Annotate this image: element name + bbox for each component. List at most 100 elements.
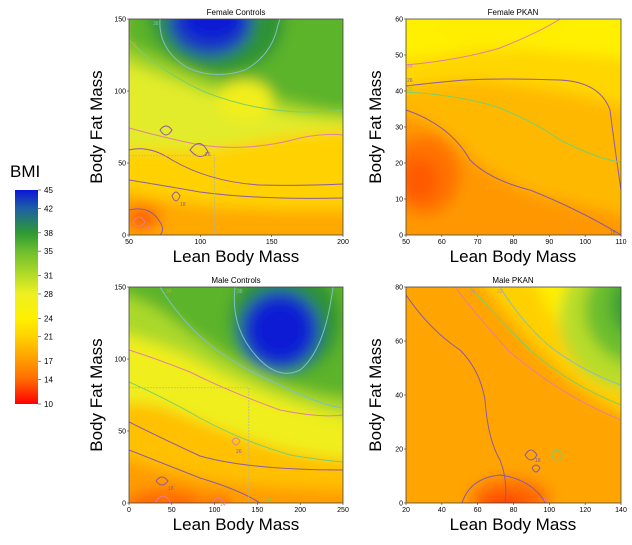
y-tick-label: 30	[395, 125, 403, 132]
contour-line	[406, 294, 507, 503]
colorbar-tick-label: 31	[44, 272, 53, 281]
plot-frame	[128, 286, 344, 504]
contour-label: 26	[470, 289, 476, 295]
contour-line	[531, 464, 541, 473]
y-tick-label: 40	[395, 89, 403, 96]
x-axis-label: Lean Body Mass	[450, 247, 577, 266]
x-tick-label: 50	[402, 239, 410, 246]
contour-line	[189, 143, 209, 157]
contour-label: 22	[266, 497, 272, 503]
x-tick-label: 60	[438, 239, 446, 246]
contour-label: 16	[610, 230, 616, 236]
contour-line	[129, 381, 343, 463]
contour-line	[159, 287, 343, 409]
contour-label: 14	[144, 226, 150, 232]
contour-line	[129, 421, 343, 471]
x-tick-label: 100	[543, 507, 555, 514]
heatmap-surface	[129, 287, 343, 503]
y-tick-label: 100	[114, 89, 126, 96]
contour-label: 18	[568, 230, 574, 236]
contour-label: 38	[237, 289, 243, 295]
contour-line	[171, 191, 181, 202]
x-axis-label: Lean Body Mass	[173, 247, 300, 266]
y-axis-label: Body Fat Mass	[87, 338, 106, 451]
x-tick-label: 80	[510, 239, 518, 246]
contour-line	[129, 39, 343, 113]
colorbar-tick-label: 21	[44, 333, 53, 342]
contour-line	[129, 148, 343, 186]
colorbar-bar	[15, 190, 38, 404]
x-axis-label: Lean Body Mass	[450, 515, 577, 534]
x-tick-label: 0	[127, 507, 131, 514]
heatmap-surface	[129, 19, 343, 235]
contour-line	[233, 287, 334, 374]
colorbar-ticks: 45 42 38 35 31 28 24 21 17 14 10	[38, 186, 53, 409]
contour-line	[231, 437, 241, 446]
chart-title: Female PKAN	[488, 8, 539, 17]
heatmap-surface	[406, 287, 621, 503]
contour-line	[454, 287, 621, 421]
x-tick-label: 80	[510, 507, 518, 514]
y-tick-label: 150	[114, 17, 126, 24]
panel-female-controls: Female Controls	[87, 8, 349, 266]
contour-line	[461, 474, 546, 503]
y-tick-label: 150	[114, 285, 126, 292]
colorbar-tick-label: 35	[44, 247, 53, 256]
contour-line	[155, 476, 169, 486]
contour-line	[129, 349, 343, 417]
colorbar-tick-label: 45	[44, 186, 53, 195]
y-axis-label: Body Fat Mass	[87, 70, 106, 183]
y-tick-label: 50	[118, 429, 126, 436]
y-tick-label: 80	[395, 285, 403, 292]
y-tick-label: 60	[395, 17, 403, 24]
y-tick-label: 40	[395, 393, 403, 400]
x-tick-label: 40	[438, 507, 446, 514]
chart-title: Female Controls	[207, 8, 266, 17]
contour-label: 26	[236, 449, 242, 455]
contour-line	[132, 216, 146, 227]
contour-line	[469, 287, 621, 406]
y-tick-label: 50	[395, 53, 403, 60]
contour-label: 18	[168, 486, 174, 492]
guide-lines	[129, 155, 215, 235]
contour-label: 22	[497, 289, 503, 295]
contour-line	[524, 449, 538, 461]
contour-line	[159, 125, 173, 136]
y-tick-label: 0	[399, 501, 403, 508]
contour-label: 24	[407, 64, 413, 70]
y-tick-label: 20	[395, 161, 403, 168]
contour-line	[159, 19, 281, 75]
contour-label: 18	[180, 202, 186, 208]
y-axis-label: Body Fat Mass	[366, 70, 385, 183]
y-tick-label: 10	[395, 197, 403, 204]
colorbar-tick-label: 10	[44, 400, 53, 409]
y-tick-label: 0	[399, 233, 403, 240]
colorbar-tick-label: 17	[44, 357, 53, 366]
x-tick-label: 100	[194, 239, 206, 246]
x-tick-label: 100	[579, 239, 591, 246]
contour-label: 22	[407, 87, 413, 93]
x-tick-label: 140	[615, 507, 627, 514]
contour-line	[406, 19, 561, 66]
colorbar: BMI 45 42 38 35 31 28 24 21 17 14 10	[10, 162, 53, 409]
y-tick-label: 20	[395, 447, 403, 454]
y-tick-label: 0	[122, 233, 126, 240]
axis-ticks: 0 50 100 150 200 250 0 50 100 150	[114, 285, 349, 515]
y-tick-label: 0	[122, 501, 126, 508]
x-tick-label: 200	[337, 239, 349, 246]
x-tick-label: 50	[168, 507, 176, 514]
contour-line	[406, 91, 621, 163]
contour-line	[551, 449, 563, 461]
panel-male-controls: Male Controls	[87, 276, 349, 534]
contour-line	[406, 109, 621, 235]
panel-female-pkan: Female PKAN 24 26 22 18	[366, 8, 627, 266]
colorbar-tick-label: 38	[44, 229, 53, 238]
contour-label: 26	[407, 78, 413, 84]
contour-line	[129, 127, 343, 148]
x-tick-label: 50	[125, 239, 133, 246]
contour-label: 18	[535, 458, 541, 464]
contour-label: 34	[166, 289, 172, 295]
guide-lines	[129, 387, 250, 503]
